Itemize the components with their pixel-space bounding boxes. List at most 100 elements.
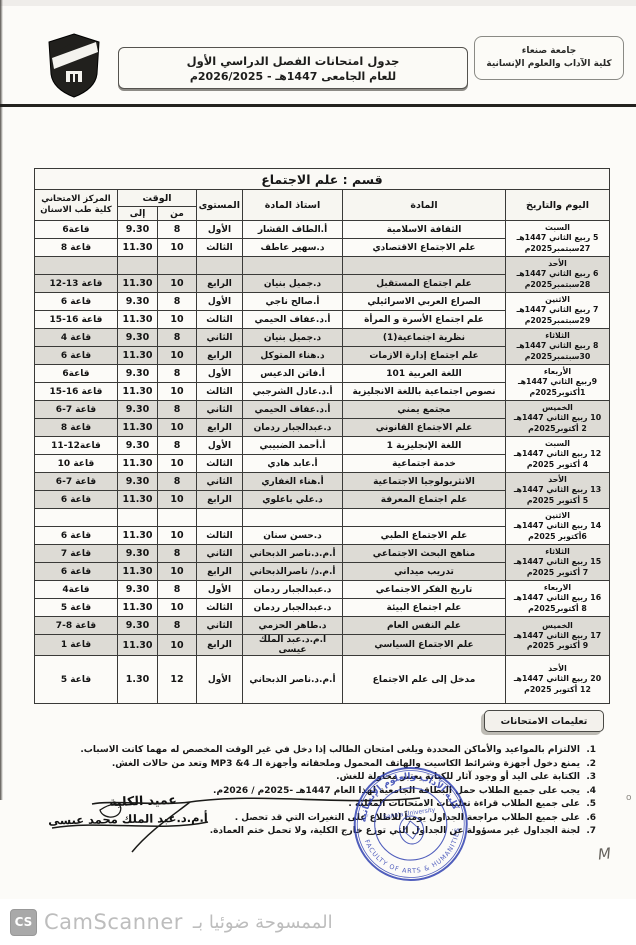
instruction-item: 6. على جميع الطلاب مراجعة الجداول يومياً …	[42, 812, 596, 826]
day-date-cell: الاثنين 14 ربيع الثاني 1447هـ 6أكتوبر 2025…	[505, 508, 610, 545]
level-cell: الثاني	[196, 616, 243, 635]
instruction-item: 2. يمنع دخول أجهزة وشرائط الكاسيت والهاتف…	[42, 758, 596, 772]
instructor-cell: أ.فاتن الدعيس	[242, 364, 343, 383]
dean-name-text: أ.م.د.عبد الملك محمد عيسى	[48, 810, 208, 828]
level-cell: الأول	[196, 655, 243, 704]
instructor-cell: أ.م.د/ ناصرالذبحاني	[242, 562, 343, 581]
exam-center-cell: قاعة 16-15	[33, 382, 119, 401]
subject-cell: علم الاجتماع الطبي	[342, 526, 506, 545]
header-level: المستوى	[196, 189, 243, 221]
level-cell: الأول	[196, 292, 243, 311]
table-header-row: اليوم والتاريخ المادة استاذ المادة المست…	[33, 189, 610, 221]
day-date-cell: السبت 5 ربيع الثاني 1447هـ 27سبتمبر2025م	[505, 220, 610, 257]
subject-cell: علم اجتماع الأسرة و المرأة	[342, 310, 506, 329]
day-date-cell: الاربعاء 16 ربيع الثاني 1447هـ 8 أكتوبر202…	[505, 580, 610, 617]
instruction-text: يمنع دخول أجهزة وشرائط الكاسيت والهاتف ا…	[111, 758, 580, 769]
time-to-cell: 11.30	[117, 274, 158, 293]
header-subject: المادة	[342, 189, 506, 221]
instructor-cell: د.عبدالجبار ردمان	[242, 598, 343, 617]
level-cell: الثاني	[196, 544, 243, 563]
exam-row: علم اجتماع إدارة الازمات د.هناء المتوكل ال…	[33, 346, 609, 365]
time-to-cell: 9.30	[117, 580, 158, 599]
time-to-cell: 11.30	[117, 310, 158, 329]
subject-cell: خدمة اجتماعية	[342, 454, 506, 473]
instructions-title-box: تعليمات الامتحانات	[484, 710, 604, 732]
time-from-cell: 10	[157, 454, 197, 473]
exam-center-cell: قاعة 8	[33, 238, 119, 257]
level-cell: الرابع	[196, 418, 243, 437]
header-time-from: من	[157, 206, 197, 221]
instructor-cell: أ.هناء الغفاري	[242, 472, 343, 491]
instruction-number: 5.	[586, 799, 596, 809]
day-date-cell: الأحد 6 ربيع الثاني 1447هـ 28سبتمبر2025م	[505, 256, 610, 293]
time-from-cell: 12	[157, 655, 197, 704]
exam-center-cell: قاعة6	[33, 364, 119, 383]
exam-row: الأربعاء 9ربيع الثاني 1447هـ 1أكتوبر2025م ا…	[33, 364, 610, 401]
level-cell: الثالث	[196, 382, 243, 401]
time-from-cell: 10	[157, 634, 197, 656]
exam-row: علم الاجتماع القانوني د.عبدالجبار ردمان ال…	[33, 418, 609, 437]
exam-row: السبت 12 ربيع الثاني 1447هـ 4 أكتوبر 2025م…	[33, 436, 610, 473]
schedule-title-box: جدول امتحانات الفصل الدراسي الأول للعام …	[118, 47, 468, 89]
instruction-text: الالتزام بالمواعيد والأماكن المحددة ويلغ…	[80, 745, 580, 755]
level-cell: الثالث	[196, 454, 243, 473]
time-to-cell: 11.30	[117, 382, 158, 401]
day-date-cell: الاثنين 7 ربيع الثاني 1447هـ 29سبتمبر2025م	[505, 292, 610, 329]
time-to-cell: 11.30	[117, 454, 158, 473]
subject-cell: الثقافة الاسلامية	[342, 220, 506, 239]
subject-cell: علم اجتماع البيئة	[342, 598, 506, 617]
schedule-title-line2: للعام الجامعى 1447هـ - 2026/2025م	[189, 69, 397, 83]
exam-row: تدريب ميداني أ.م.د/ ناصرالذبحاني الرابع 10 1…	[33, 562, 609, 581]
exam-row: خدمة اجتماعية أ.عابد هادي الثالث 10 11.30 قاع…	[33, 454, 609, 473]
camscanner-brand-text: CamScanner	[44, 910, 183, 934]
time-to-cell	[117, 256, 158, 275]
subject-cell: مجتمع يمني	[342, 400, 506, 419]
time-from-cell	[157, 508, 197, 527]
subject-cell: الانثربولوجيا الاجتماعية	[342, 472, 506, 491]
time-from-cell: 10	[157, 562, 197, 581]
instruction-text: لجنة الجداول غير مسؤولة عن الجداول التي …	[209, 826, 580, 836]
subject-cell: اللغة العربية 101	[342, 364, 506, 383]
subject-cell: تاريخ الفكر الاجتماعي	[342, 580, 506, 599]
level-cell: الرابع	[196, 562, 243, 581]
subject-cell: علم اجتماع المستقبل	[342, 274, 506, 293]
header-exam-center: المركز الامتحاني كلية طب الاسنان	[33, 189, 119, 221]
time-to-cell: 9.30	[117, 472, 158, 491]
time-to-cell: 9.30	[117, 436, 158, 455]
time-from-cell: 10	[157, 526, 197, 545]
instructor-cell	[242, 508, 343, 527]
exam-center-cell: قاعة 7	[33, 544, 119, 563]
exam-center-cell: قاعة 13-12	[33, 274, 119, 293]
exam-center-cell: قاعة 5	[33, 598, 119, 617]
instruction-number: 2.	[586, 758, 596, 769]
exam-center-cell: قاعة12-11	[33, 436, 119, 455]
time-to-cell: 9.30	[117, 292, 158, 311]
instructor-cell	[242, 256, 343, 275]
time-to-cell: 11.30	[117, 490, 158, 509]
header-exam-center-line2: كلية طب الاسنان	[40, 205, 112, 215]
exam-row: الاثنين 14 ربيع الثاني 1447هـ 6أكتوبر 2025…	[33, 508, 610, 545]
day-date-cell: الخميس 10 ربيع الثاني 1447هـ 2 أكتوبر2025م	[505, 400, 610, 437]
instructor-cell: أ.عابد هادي	[242, 454, 343, 473]
exam-center-cell: قاعة 4	[33, 328, 119, 347]
instruction-text: على جميع الطلاب قراءة تعليمات الامتحانات…	[348, 799, 580, 809]
day-date-cell: الثلاثاء 8 ربيع الثاني 1447هـ 30سبتمبر2025…	[505, 328, 610, 365]
instructor-cell: د.جميل بنيان	[242, 328, 343, 347]
table-subheader-row: من إلى	[34, 206, 609, 221]
day-date-cell: الثلاثاء 15 ربيع الثاني 1447هـ 7 أكتوبر 20…	[505, 544, 610, 581]
header-time-to: إلى	[117, 206, 158, 221]
instructor-cell: أ.م.د.عبد الملك عيسى	[242, 634, 343, 656]
instructor-cell: د.هناء المتوكل	[242, 346, 343, 365]
day-date-cell: الأربعاء 9ربيع الثاني 1447هـ 1أكتوبر2025م	[505, 364, 610, 401]
level-cell: الثالث	[196, 238, 243, 257]
time-from-cell: 8	[157, 472, 197, 491]
time-from-cell: 8	[157, 544, 197, 563]
instructor-cell: أ.د.عادل الشرجبي	[242, 382, 343, 401]
instruction-item: 7. لجنة الجداول غير مسؤولة عن الجداول الت…	[42, 825, 596, 839]
instructor-cell: أ.د.عفاف الحيمي	[242, 310, 343, 329]
scan-dot-artifact: o	[626, 793, 632, 803]
exam-center-cell: قاعة 8-7	[33, 616, 119, 635]
exam-center-cell: قاعة 10	[33, 454, 119, 473]
exam-center-cell: قاعة 1	[33, 634, 119, 656]
exam-row: الخميس 17 ربيع الثاني 1447هـ 9 أكتوبر 2025…	[33, 616, 610, 656]
